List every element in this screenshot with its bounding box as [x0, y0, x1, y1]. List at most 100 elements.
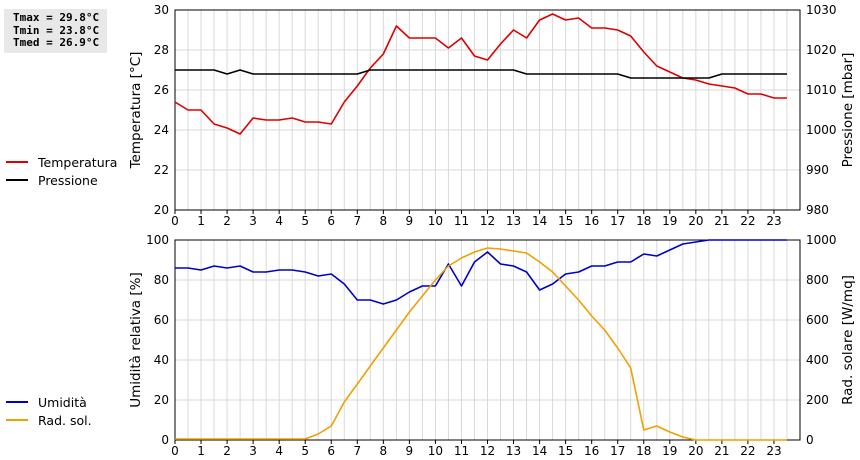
legend-bottom: Umidità Rad. sol. — [6, 393, 92, 429]
x-tick-label: 17 — [610, 214, 625, 228]
series-line-rad-sol — [175, 247, 787, 441]
chart-2: 0 1 2 3 4 5 6 7 8 9 10 11 12 13 14 15 16 17 18 19 20 21 22 2302… — [128, 233, 856, 458]
x-tick-label: 12 — [480, 444, 495, 458]
y-right-axis-title: Pressione [mbar] — [840, 53, 856, 168]
legend-item-pressione: Pressione — [6, 171, 117, 189]
y-right-tick-label: 1000 — [806, 233, 837, 247]
x-tick-label: 18 — [636, 214, 651, 228]
tmax-stat: Tmax = 29.8°C — [13, 11, 100, 24]
y-left-tick-label: 20 — [154, 203, 169, 217]
x-tick-label: 23 — [766, 214, 781, 228]
y-left-tick-label: 80 — [154, 273, 169, 287]
x-tick-label: 13 — [506, 444, 521, 458]
x-tick-label: 22 — [740, 214, 755, 228]
legend-label-umidita: Umidità — [38, 394, 87, 410]
legend-swatch-temperatura — [6, 161, 28, 163]
x-tick-label: 7 — [353, 444, 361, 458]
y-right-tick-label: 980 — [806, 203, 829, 217]
legend-item-umidita: Umidità — [6, 393, 92, 411]
legend-item-rad-sol: Rad. sol. — [6, 411, 92, 429]
x-tick-label: 14 — [532, 444, 547, 458]
x-tick-label: 17 — [610, 444, 625, 458]
x-tick-label: 0 — [171, 444, 179, 458]
x-tick-label: 2 — [223, 214, 231, 228]
x-tick-label: 21 — [714, 444, 729, 458]
tmin-stat: Tmin = 23.8°C — [13, 23, 100, 37]
y-left-tick-label: 26 — [154, 83, 169, 97]
y-right-tick-label: 800 — [806, 273, 829, 287]
x-tick-label: 8 — [380, 214, 388, 228]
x-tick-label: 2 — [223, 444, 231, 458]
x-tick-label: 23 — [766, 444, 781, 458]
y-right-tick-label: 600 — [806, 313, 829, 327]
x-tick-label: 13 — [506, 214, 521, 228]
y-right-tick-label: 200 — [806, 393, 829, 407]
x-tick-label: 20 — [688, 444, 703, 458]
y-left-tick-label: 22 — [154, 163, 169, 177]
x-tick-label: 15 — [558, 444, 573, 458]
x-tick-label: 22 — [740, 444, 755, 458]
statistics-box: Tmax = 29.8°C Tmin = 23.8°C Tmed = 26.9°… — [4, 9, 107, 53]
x-tick-label: 3 — [249, 444, 257, 458]
x-tick-label: 1 — [197, 444, 205, 458]
x-tick-label: 9 — [406, 214, 414, 228]
x-tick-label: 16 — [584, 214, 599, 228]
x-tick-label: 19 — [662, 444, 677, 458]
x-tick-label: 8 — [380, 444, 388, 458]
x-tick-label: 1 — [197, 214, 205, 228]
x-tick-label: 20 — [688, 214, 703, 228]
x-tick-label: 14 — [532, 214, 547, 228]
x-tick-label: 3 — [249, 214, 257, 228]
x-tick-label: 9 — [406, 444, 414, 458]
legend-swatch-umidita — [6, 401, 28, 403]
x-tick-label: 18 — [636, 444, 651, 458]
x-tick-label: 21 — [714, 214, 729, 228]
x-tick-label: 10 — [428, 214, 443, 228]
y-right-tick-label: 1020 — [806, 43, 837, 57]
x-tick-label: 6 — [327, 214, 335, 228]
x-tick-label: 4 — [275, 214, 283, 228]
y-left-axis-title: Temperatura [°C] — [128, 52, 144, 170]
x-tick-label: 12 — [480, 214, 495, 228]
x-tick-label: 6 — [327, 444, 335, 458]
x-tick-label: 16 — [584, 444, 599, 458]
x-tick-label: 11 — [454, 444, 469, 458]
series-line-umidit — [175, 239, 787, 305]
y-left-tick-label: 30 — [154, 3, 169, 17]
legend-swatch-pressione — [6, 179, 28, 181]
legend-label-temperatura: Temperatura — [38, 154, 118, 170]
y-left-tick-label: 28 — [154, 43, 169, 57]
y-right-axis-title: Rad. solare [W/mq] — [840, 275, 856, 405]
chart-1: 0 1 2 3 4 5 6 7 8 9 10 11 12 13 14 15 16 17 18 19 20 21 22 2320… — [128, 3, 856, 228]
legend-label-rad-sol: Rad. sol. — [38, 412, 92, 428]
y-left-axis-title: Umidità relativa [%] — [128, 272, 144, 408]
x-tick-label: 11 — [454, 214, 469, 228]
x-tick-label: 5 — [301, 214, 309, 228]
y-left-tick-label: 20 — [154, 393, 169, 407]
y-left-tick-label: 60 — [154, 313, 169, 327]
y-right-tick-label: 0 — [806, 433, 814, 447]
y-right-tick-label: 990 — [806, 163, 829, 177]
y-right-tick-label: 1030 — [806, 3, 837, 17]
y-left-tick-label: 100 — [146, 233, 169, 247]
legend-top: Temperatura Pressione — [6, 153, 117, 189]
tmed-stat: Tmed = 26.9°C — [13, 36, 100, 49]
x-tick-label: 15 — [558, 214, 573, 228]
y-left-tick-label: 40 — [154, 353, 169, 367]
x-tick-label: 5 — [301, 444, 309, 458]
y-left-tick-label: 24 — [154, 123, 169, 137]
legend-item-temperatura: Temperatura — [6, 153, 117, 171]
series-line-pressione — [175, 69, 787, 79]
x-tick-label: 4 — [275, 444, 283, 458]
legend-swatch-rad-sol — [6, 419, 28, 421]
y-right-tick-label: 1010 — [806, 83, 837, 97]
legend-label-pressione: Pressione — [38, 172, 98, 188]
y-right-tick-label: 1000 — [806, 123, 837, 137]
y-right-tick-label: 400 — [806, 353, 829, 367]
x-tick-label: 0 — [171, 214, 179, 228]
x-tick-label: 7 — [353, 214, 361, 228]
x-tick-label: 10 — [428, 444, 443, 458]
x-tick-label: 19 — [662, 214, 677, 228]
y-left-tick-label: 0 — [161, 433, 169, 447]
